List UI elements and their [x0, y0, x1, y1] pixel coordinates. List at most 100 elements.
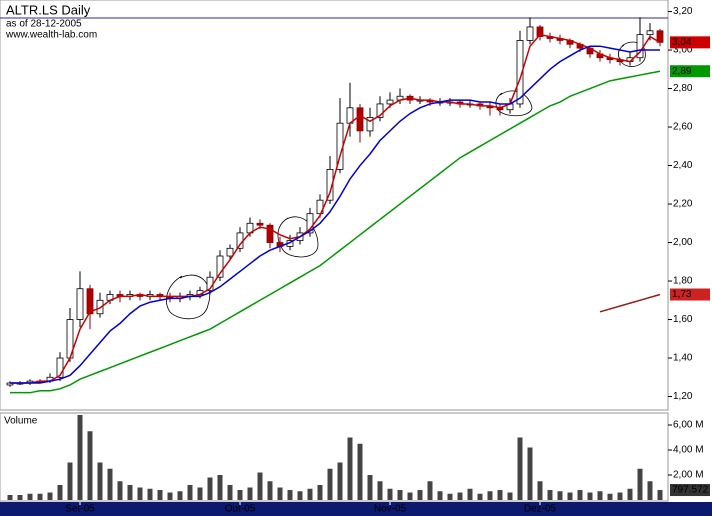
volume-bar — [247, 487, 253, 500]
value-box-label: 3,04 — [672, 37, 692, 48]
volume-bar — [47, 492, 53, 500]
candle-body — [76, 288, 84, 320]
y-tick-label: 1,80 — [673, 276, 693, 287]
volume-bar — [257, 472, 263, 500]
volume-bar — [197, 487, 203, 500]
volume-bar — [117, 481, 123, 500]
volume-bar — [447, 493, 453, 500]
value-box-label: 797.572 — [672, 485, 709, 496]
volume-bar — [77, 415, 83, 500]
value-box — [670, 65, 710, 78]
volume-bar — [267, 481, 273, 500]
line — [10, 70, 661, 394]
candle-body — [326, 168, 334, 201]
volume-bar — [377, 481, 383, 500]
volume-bar — [417, 490, 423, 500]
volume-bar — [497, 490, 503, 500]
volume-bar — [137, 487, 143, 500]
volume-bar — [87, 431, 93, 500]
volume-bar — [337, 462, 343, 500]
volume-bar — [107, 468, 113, 500]
value-box — [670, 288, 710, 301]
volume-bar — [617, 492, 623, 500]
subtitle: as of 28-12-2005 — [6, 19, 82, 30]
volume-bar — [537, 481, 543, 500]
volume-bar — [27, 493, 33, 500]
value-box-label: 2,89 — [672, 66, 692, 77]
volume-bar — [427, 481, 433, 500]
y-tick-label: 6,00 M — [673, 420, 704, 431]
y-tick-label: 2,00 M — [673, 470, 704, 481]
candle-body — [366, 117, 374, 132]
line — [10, 45, 660, 384]
y-tick-label: 1,20 — [673, 391, 693, 402]
volume-bar — [467, 488, 473, 500]
y-tick-label: 1,60 — [673, 314, 693, 325]
y-tick-label: 1,40 — [673, 353, 693, 364]
volume-bar — [437, 491, 443, 500]
volume-bar — [657, 490, 663, 500]
candle-body — [266, 224, 274, 243]
x-tick-label: Set-05 — [65, 504, 95, 515]
y-tick-label: 3,20 — [673, 6, 693, 17]
y-tick-label: 4,00 M — [673, 445, 704, 456]
volume-bar — [637, 468, 643, 500]
volume-bar — [567, 492, 573, 500]
volume-bar — [207, 477, 213, 500]
volume-bar — [157, 490, 163, 500]
volume-bar — [237, 490, 243, 500]
candle-body — [386, 99, 394, 105]
volume-bar — [187, 485, 193, 500]
volume-bar — [347, 437, 353, 500]
volume-bar — [317, 485, 323, 500]
volume-bar — [547, 490, 553, 500]
volume-bar — [277, 487, 283, 500]
candle-body — [96, 299, 104, 315]
volume-bar — [577, 490, 583, 500]
volume-bar — [297, 491, 303, 500]
candle-body — [256, 222, 264, 226]
chart-title: ALTR.LS Daily — [6, 2, 91, 17]
volume-bar — [397, 490, 403, 500]
volume-bar — [557, 491, 563, 500]
candle-body — [216, 255, 224, 278]
volume-bar — [527, 447, 533, 500]
x-tick-label: Nov-05 — [374, 504, 407, 515]
y-tick-label: 3,00 — [673, 45, 693, 56]
volume-bar — [97, 462, 103, 500]
value-box — [670, 484, 710, 497]
candle-body — [646, 30, 654, 36]
x-tick-label: Dez-05 — [524, 504, 557, 515]
candle-body — [236, 232, 244, 249]
candle-body — [56, 357, 64, 378]
y-tick-label: 2,40 — [673, 160, 693, 171]
volume-bar — [517, 437, 523, 500]
volume-bar — [597, 491, 603, 500]
volume-bar — [407, 492, 413, 500]
y-tick-label: 2,00 — [673, 237, 693, 248]
value-box-label: 1,73 — [672, 289, 692, 300]
volume-bar — [367, 475, 373, 500]
volume-bar — [227, 485, 233, 500]
volume-bar — [587, 492, 593, 500]
candle-body — [376, 103, 384, 118]
candle-body — [536, 26, 544, 37]
x-tick-label: Out-05 — [225, 504, 256, 515]
volume-bar — [167, 492, 173, 500]
volume-bar — [607, 493, 613, 500]
volume-bar — [57, 485, 63, 500]
candle-body — [516, 40, 524, 105]
volume-bar — [477, 493, 483, 500]
volume-bar — [647, 481, 653, 500]
y-tick-label: 2,60 — [673, 122, 693, 133]
candle-body — [356, 107, 364, 132]
line — [10, 33, 661, 384]
value-box — [670, 36, 710, 49]
y-tick-label: 2,20 — [673, 199, 693, 210]
trend-line — [599, 293, 661, 313]
source: www.wealth-lab.com — [5, 30, 97, 41]
volume-bar — [37, 493, 43, 500]
volume-bar — [457, 492, 463, 500]
volume-bar — [127, 485, 133, 500]
